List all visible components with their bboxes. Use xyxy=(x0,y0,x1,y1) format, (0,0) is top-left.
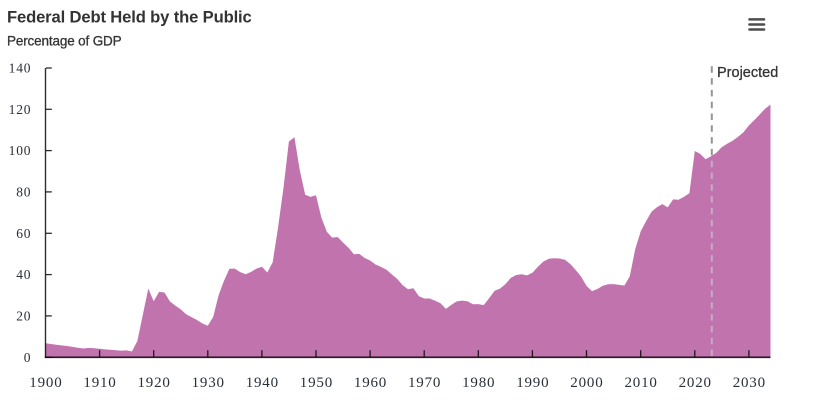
svg-text:1900: 1900 xyxy=(29,375,62,391)
svg-text:2020: 2020 xyxy=(679,375,712,391)
svg-text:1960: 1960 xyxy=(354,375,387,391)
svg-text:Percentage of GDP: Percentage of GDP xyxy=(7,34,122,49)
svg-text:80: 80 xyxy=(16,185,31,200)
svg-text:1980: 1980 xyxy=(462,375,495,391)
svg-text:1910: 1910 xyxy=(83,375,116,391)
svg-text:100: 100 xyxy=(9,143,32,158)
svg-text:0: 0 xyxy=(24,350,32,365)
svg-text:1950: 1950 xyxy=(300,375,333,391)
svg-text:1930: 1930 xyxy=(192,375,225,391)
svg-text:120: 120 xyxy=(9,102,32,117)
svg-text:2010: 2010 xyxy=(624,375,657,391)
svg-text:140: 140 xyxy=(9,61,32,76)
svg-text:60: 60 xyxy=(16,226,31,241)
svg-text:1970: 1970 xyxy=(408,375,441,391)
svg-text:2000: 2000 xyxy=(570,375,603,391)
svg-text:Federal Debt Held by the Publi: Federal Debt Held by the Public xyxy=(7,8,252,27)
svg-text:1920: 1920 xyxy=(137,375,170,391)
svg-text:20: 20 xyxy=(16,309,31,324)
svg-text:1990: 1990 xyxy=(516,375,549,391)
svg-text:1940: 1940 xyxy=(246,375,279,391)
svg-text:2030: 2030 xyxy=(733,375,766,391)
svg-text:Projected: Projected xyxy=(717,65,778,81)
svg-text:40: 40 xyxy=(16,267,31,282)
